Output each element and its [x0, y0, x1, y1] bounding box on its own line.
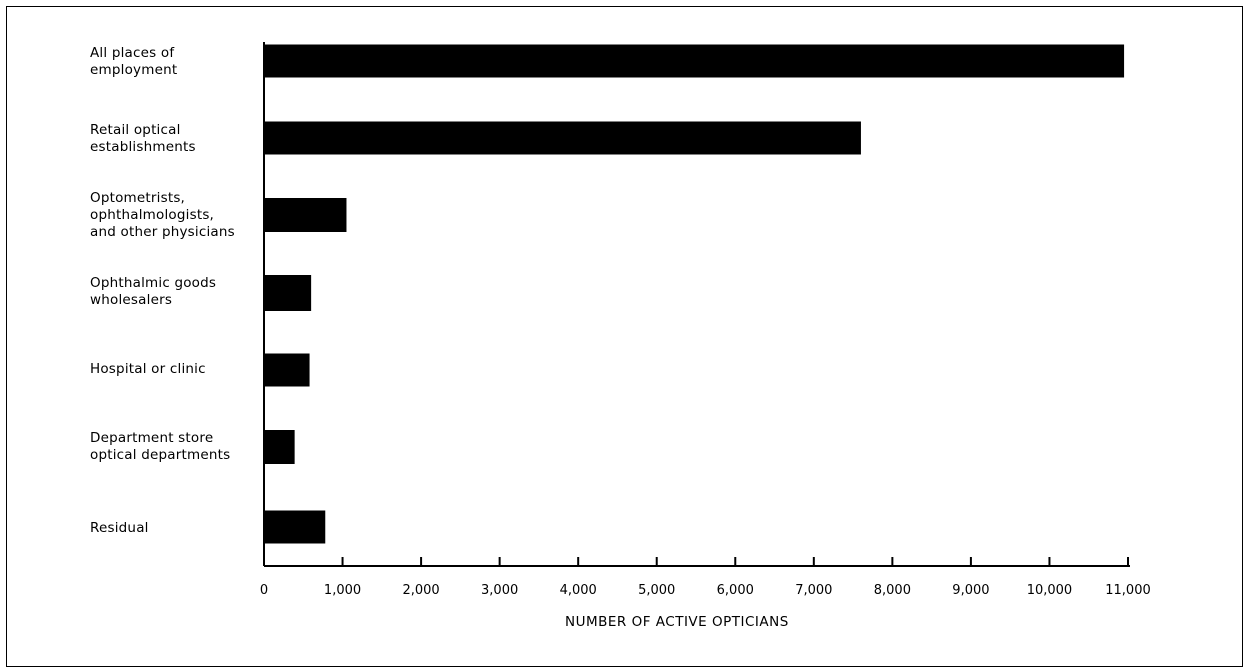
bar-2 [264, 198, 347, 232]
category-label-6: Residual [90, 520, 149, 536]
x-axis-title: NUMBER OF ACTIVE OPTICIANS [565, 614, 789, 630]
bar-1 [264, 121, 861, 155]
category-label-4: Hospital or clinic [90, 361, 206, 377]
x-tick-label-3: 3,000 [481, 583, 518, 598]
bar-4 [264, 353, 310, 387]
bar-3 [264, 275, 312, 311]
ticks-group: 0 1,000 2,000 3,000 4,000 5,000 6,000 7,000 8,00… [260, 557, 1151, 598]
category-label-5: Department store optical departments [90, 430, 231, 463]
category-label-3: Ophthalmic goods wholesalers [90, 275, 217, 308]
bar-0 [264, 44, 1125, 78]
x-tick-label-5: 5,000 [638, 583, 675, 598]
category-label-1: Retail optical establishments [90, 122, 196, 155]
x-tick-label-9: 9,000 [952, 583, 989, 598]
bar-6 [264, 510, 326, 544]
x-tick-label-2: 2,000 [402, 583, 439, 598]
bar-5 [264, 430, 295, 464]
x-tick-label-8: 8,000 [874, 583, 911, 598]
category-label-2: Optometrists, ophthalmologists, and othe… [90, 190, 235, 240]
x-tick-label-10: 10,000 [1027, 583, 1073, 598]
axes-group [263, 42, 1130, 567]
x-tick-label-11: 11,000 [1105, 583, 1151, 598]
chart-frame [6, 6, 1243, 667]
x-tick-label-6: 6,000 [717, 583, 754, 598]
x-tick-label-1: 1,000 [324, 583, 361, 598]
category-label-0: All places of employment [90, 45, 178, 78]
x-tick-label-7: 7,000 [795, 583, 832, 598]
bars-group [264, 44, 1125, 544]
x-tick-label-0: 0 [260, 583, 268, 598]
x-tick-label-4: 4,000 [560, 583, 597, 598]
